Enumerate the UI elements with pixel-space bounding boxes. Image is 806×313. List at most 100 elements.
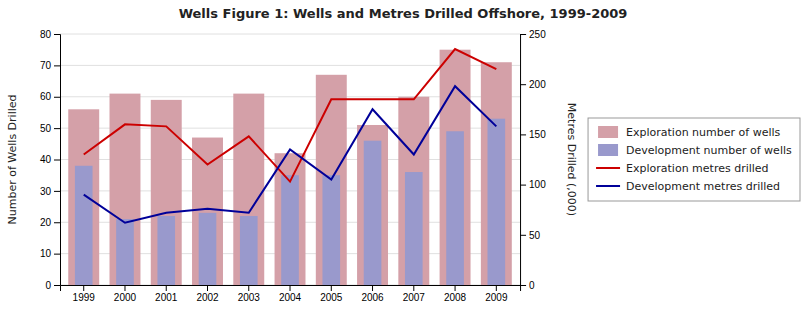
tick-mark (520, 235, 526, 236)
tick-mark (372, 285, 373, 291)
tick-label: 2009 (485, 292, 508, 303)
tick: 30 (40, 186, 60, 197)
tick: 150 (520, 129, 546, 140)
bar (199, 213, 217, 285)
bar (192, 138, 223, 285)
tick: 2008 (444, 285, 467, 303)
tick-label: 2006 (361, 292, 384, 303)
legend-item: Development number of wells (598, 144, 792, 157)
tick-mark (54, 97, 60, 98)
tick-mark (207, 285, 208, 291)
tick-mark (124, 285, 125, 291)
tick-mark (83, 285, 84, 291)
tick: 2006 (361, 285, 384, 303)
tick-label: 2003 (238, 292, 261, 303)
legend-swatch (596, 185, 620, 187)
plot: 1999200020012002200320042005200620072008… (6, 29, 578, 303)
tick: 200 (520, 79, 546, 90)
tick: 250 (520, 29, 546, 40)
tick: 50 (520, 230, 541, 241)
grid (60, 34, 520, 285)
legend-label: Development metres drilled (626, 180, 780, 193)
bar (398, 97, 429, 285)
tick-label: 1999 (73, 292, 96, 303)
legend-item: Exploration metres drilled (596, 162, 769, 175)
y-axis-title: Number of Wells Drilled (6, 94, 19, 224)
bar (110, 94, 141, 285)
tick-label: 50 (40, 123, 52, 134)
bar-series (75, 119, 505, 285)
y2-axis-title: Metres Drilled (,000) (565, 103, 578, 216)
tick-mark (331, 285, 332, 291)
grid-line (60, 34, 520, 35)
tick-label: 2008 (444, 292, 467, 303)
axis-line (521, 35, 527, 286)
tick-label: 60 (40, 91, 52, 102)
tick: 2000 (114, 285, 137, 303)
tick: 2004 (279, 285, 302, 303)
legend-label: Exploration number of wells (626, 126, 780, 139)
tick-label: 100 (529, 179, 546, 190)
legend-item: Development metres drilled (596, 180, 780, 193)
tick-label: 2002 (196, 292, 219, 303)
bar (364, 141, 382, 285)
axis-line (61, 286, 521, 292)
tick: 40 (40, 154, 60, 165)
tick-label: 200 (529, 79, 546, 90)
tick-mark (54, 191, 60, 192)
tick-label: 0 (529, 280, 535, 291)
bar (446, 131, 464, 285)
tick-mark (54, 254, 60, 255)
chart-container: Wells Figure 1: Wells and Metres Drilled… (0, 0, 806, 313)
tick-mark (54, 128, 60, 129)
tick-mark (54, 285, 60, 286)
title: Wells Figure 1: Wells and Metres Drilled… (179, 6, 628, 21)
tick: 50 (40, 123, 60, 134)
bar (488, 119, 506, 285)
tick: 80 (40, 29, 60, 40)
tick-mark (413, 285, 414, 291)
tick-mark (54, 34, 60, 35)
bar (157, 216, 175, 285)
axis-line (54, 35, 61, 286)
tick: 70 (40, 60, 60, 71)
tick-mark (520, 285, 526, 286)
chart: Wells Figure 1: Wells and Metres Drilled… (0, 0, 806, 313)
tick-label: 80 (40, 29, 52, 40)
tick: 20 (40, 217, 60, 228)
legend-label: Development number of wells (626, 144, 792, 157)
tick-mark (455, 285, 456, 291)
y-axis: 01020304050607080 (40, 29, 61, 291)
marks (68, 49, 512, 285)
line (84, 49, 497, 182)
tick: 1999 (73, 285, 96, 303)
tick-mark (496, 285, 497, 291)
tick: 2005 (320, 285, 343, 303)
tick-label: 2007 (403, 292, 426, 303)
tick: 0 (45, 280, 60, 291)
tick-mark (54, 222, 60, 223)
bar (75, 166, 93, 285)
tick-label: 30 (40, 186, 52, 197)
tick-mark (520, 134, 526, 135)
tick-label: 20 (40, 217, 52, 228)
tick-label: 150 (529, 129, 546, 140)
legend-swatch (598, 144, 618, 156)
legend-item: Exploration number of wells (598, 126, 780, 139)
tick-mark (248, 285, 249, 291)
tick-label: 0 (45, 280, 51, 291)
tick-mark (520, 185, 526, 186)
bar (357, 125, 388, 285)
legend-frame (588, 118, 800, 201)
tick-mark (290, 285, 291, 291)
bar (481, 62, 512, 285)
bar (275, 153, 306, 285)
x-axis: 1999200020012002200320042005200620072008… (61, 285, 521, 303)
legend-swatch (596, 167, 620, 169)
line (84, 86, 497, 223)
tick: 2007 (403, 285, 426, 303)
bar (405, 172, 423, 285)
tick-label: 250 (529, 29, 546, 40)
tick-label: 2000 (114, 292, 137, 303)
tick-mark (54, 160, 60, 161)
